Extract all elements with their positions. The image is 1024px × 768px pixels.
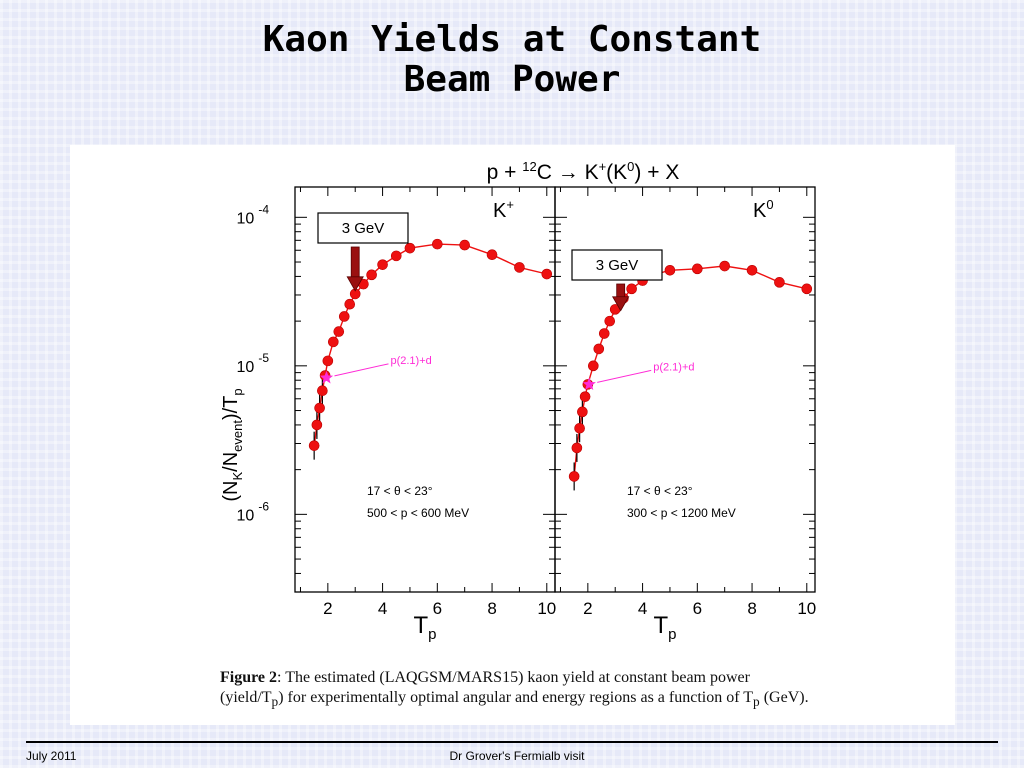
data-point [377, 259, 388, 270]
data-point [574, 422, 585, 434]
data-point [338, 311, 350, 322]
special-point-marker [582, 377, 596, 390]
data-point [308, 440, 320, 451]
data-point [719, 260, 730, 272]
data-point [328, 336, 339, 348]
x-tick-label: 6 [433, 599, 442, 618]
data-point [593, 343, 605, 355]
y-tick-label: 10-5 [237, 351, 270, 376]
data-point [404, 242, 416, 254]
data-point [314, 402, 325, 414]
x-tick-label: 6 [693, 599, 702, 618]
x-tick-label: 2 [583, 599, 592, 618]
data-point [390, 250, 402, 262]
x-tick-label: 10 [537, 599, 556, 618]
x-tick-label: 2 [323, 599, 332, 618]
data-point [366, 269, 377, 281]
special-point-pointer [597, 369, 652, 383]
panel-frame [554, 186, 816, 593]
data-point [604, 315, 616, 327]
x-tick-label: 8 [747, 599, 756, 618]
x-tick-label: 8 [487, 599, 496, 618]
data-point [801, 283, 813, 295]
data-point [577, 406, 588, 418]
y-tick-label: 10-4 [237, 202, 270, 227]
slide-title: Kaon Yields at Constant Beam Power [0, 20, 1024, 100]
panel-label: K+ [493, 197, 514, 222]
arrow-label: 3 GeV [596, 257, 639, 274]
chart-panels: 2 4 6 8 10 10-4 10-5 10-6 K+ p(2.1)+d 3 GeV 17 < θ … [237, 186, 816, 618]
data-point [598, 328, 610, 339]
data-point [432, 238, 443, 250]
cut-annotation: 17 < θ < 23° [627, 484, 693, 498]
data-point [541, 268, 553, 280]
special-point-marker [319, 370, 334, 384]
slide-title-line2: Beam Power [403, 59, 621, 100]
x-tick-label: 4 [638, 599, 647, 618]
data-point [311, 419, 323, 431]
footer-divider [26, 741, 998, 743]
panel-frame [294, 186, 556, 593]
arrow-label-box [317, 212, 409, 244]
caption-line1: Figure 2: The estimated (LAQGSM/MARS15) … [220, 668, 950, 688]
cut-annotation: 500 < p < 600 MeV [367, 506, 469, 520]
figure-caption: Figure 2: The estimated (LAQGSM/MARS15) … [220, 668, 950, 712]
special-point-pointer [334, 363, 389, 377]
data-point [571, 442, 583, 454]
data-point [774, 277, 785, 288]
data-point [692, 263, 703, 275]
series-line [313, 243, 547, 446]
panel-1: 2 4 6 8 10 10-4 10-5 10-6 K+ p(2.1)+d 3 GeV 17 < θ … [237, 186, 556, 618]
special-point-label: p(2.1)+d [653, 361, 694, 373]
cut-annotation: 17 < θ < 23° [367, 484, 433, 498]
arrow-shaft [350, 246, 360, 280]
data-point [344, 298, 356, 310]
figure-panel: p + 12C → K+(K0) + X (NK/Nevent)/Tp 2 4 6 8… [70, 145, 955, 725]
caption-figure-label: Figure 2 [220, 669, 278, 686]
data-point [322, 355, 334, 367]
data-point [746, 264, 758, 276]
x-tick-label: 4 [378, 599, 387, 618]
arrow-head [611, 296, 630, 312]
data-point [664, 264, 676, 276]
data-point [486, 249, 498, 261]
reaction-title: p + 12C → K+(K0) + X [487, 159, 680, 184]
data-point [579, 391, 591, 402]
cut-annotation: 300 < p < 1200 MeV [627, 506, 736, 520]
x-axis-title-right: Tp [653, 612, 676, 643]
data-point [588, 360, 599, 372]
arrow-label: 3 GeV [342, 220, 385, 237]
data-point [626, 283, 637, 295]
kaon-yield-chart: p + 12C → K+(K0) + X (NK/Nevent)/Tp 2 4 6 8… [220, 159, 816, 643]
arrow-head [346, 276, 364, 292]
slide-title-line1: Kaon Yields at Constant [262, 19, 762, 60]
data-point [333, 326, 345, 337]
y-axis-title: (NK/Nevent)/Tp [220, 388, 245, 501]
x-tick-label: 10 [797, 599, 816, 618]
data-point [568, 471, 580, 482]
panel-2: 2 4 6 8 10 K0 p(2.1)+d 3 GeV 17 < θ < 23° 300 < p… [554, 186, 816, 618]
panel-label: K0 [753, 197, 774, 222]
special-point-label: p(2.1)+d [390, 355, 431, 367]
y-tick-label: 10-6 [237, 499, 270, 524]
data-point [514, 262, 525, 273]
data-point [317, 385, 328, 397]
footer-presenter: Dr Grover's Fermialb visit [449, 749, 585, 763]
data-point [459, 239, 470, 251]
footer-date: July 2011 [26, 749, 77, 763]
caption-line1-text: : The estimated (LAQGSM/MARS15) kaon yie… [277, 669, 750, 686]
caption-line2: (yield/Tp) for experimentally optimal an… [220, 689, 809, 710]
arrow-label-box [571, 249, 663, 281]
